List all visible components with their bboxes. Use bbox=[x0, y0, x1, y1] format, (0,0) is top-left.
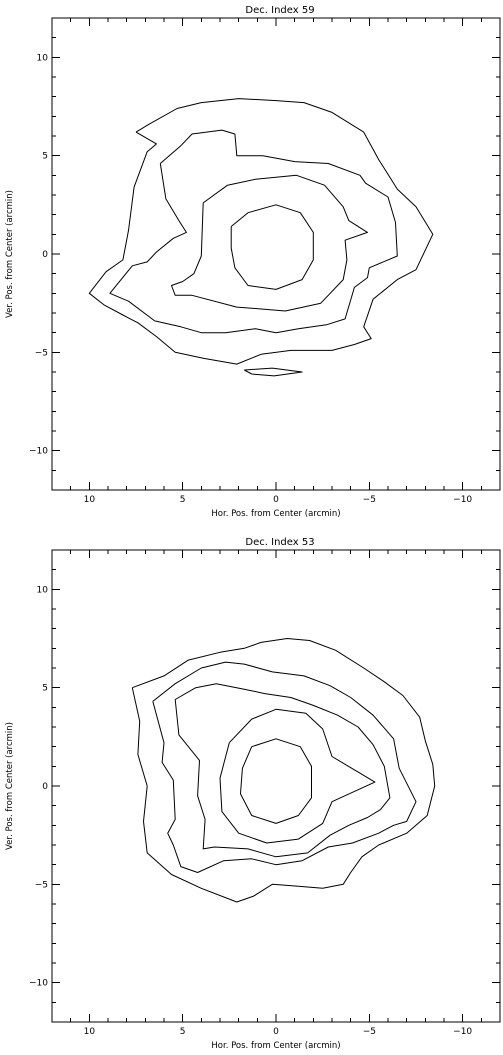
chart-panel-1: Dec. Index 59 10 5 0 −5 −10 10 5 0 −5 −10 Hor. Pos.… bbox=[5, 5, 501, 519]
chart-panel-2: Dec. Index 53 10 5 0 −5 −10 10 5 0 −5 −10 Hor. Pos.… bbox=[5, 537, 501, 1051]
y-tick-label: 0 bbox=[42, 782, 48, 792]
contour-line-level-4 bbox=[219, 708, 376, 844]
x-tick-label: −5 bbox=[363, 1027, 376, 1037]
y-tick-label: 5 bbox=[42, 152, 48, 162]
chart-title: Dec. Index 53 bbox=[245, 537, 314, 548]
x-tick-label: −10 bbox=[453, 495, 472, 505]
contour-line-level-3 bbox=[174, 683, 391, 858]
x-axis-title: Hor. Pos. from Center (arcmin) bbox=[211, 509, 340, 519]
x-tick-label: 0 bbox=[273, 495, 279, 505]
contour-line-level-2 bbox=[152, 661, 417, 873]
contour-line-level-5 bbox=[240, 738, 312, 824]
x-tick-label: 0 bbox=[273, 1027, 279, 1037]
contour-line-level-4 bbox=[230, 204, 314, 290]
y-axis-title: Ver. Pos. from Center (arcmin) bbox=[5, 722, 15, 850]
y-tick-label: 10 bbox=[37, 53, 49, 63]
x-tick-label: 10 bbox=[84, 1027, 96, 1037]
x-tick-label: −5 bbox=[363, 495, 376, 505]
y-tick-label: −5 bbox=[35, 348, 48, 358]
y-tick-label: −10 bbox=[29, 979, 48, 989]
y-tick-label: 10 bbox=[37, 585, 49, 595]
contour-line-level-1 bbox=[88, 98, 434, 365]
x-tick-label: 10 bbox=[84, 495, 96, 505]
chart-title: Dec. Index 59 bbox=[245, 5, 314, 16]
contour-line-level-1 bbox=[131, 638, 436, 903]
x-axis-title: Hor. Pos. from Center (arcmin) bbox=[211, 1041, 340, 1051]
plot-frame bbox=[51, 17, 501, 491]
x-tick-label: 5 bbox=[180, 1027, 186, 1037]
y-tick-label: 0 bbox=[42, 250, 48, 260]
y-tick-label: −10 bbox=[29, 447, 48, 457]
plot-frame bbox=[51, 549, 501, 1023]
contour-line-level-3 bbox=[171, 174, 368, 312]
y-tick-label: −5 bbox=[35, 880, 48, 890]
x-tick-label: 5 bbox=[180, 495, 186, 505]
contour-line-level-5 bbox=[244, 367, 303, 377]
x-tick-label: −10 bbox=[453, 1027, 472, 1037]
y-tick-label: 5 bbox=[42, 684, 48, 694]
contour-line-level-2 bbox=[109, 129, 398, 334]
y-axis-title: Ver. Pos. from Center (arcmin) bbox=[5, 190, 15, 318]
